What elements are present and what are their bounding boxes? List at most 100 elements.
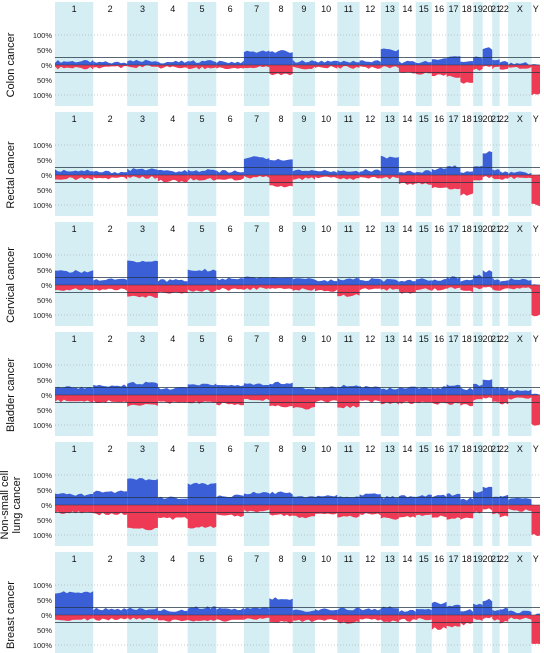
gain-area-chr7 bbox=[243, 607, 270, 615]
loss-area-chr10 bbox=[315, 65, 338, 69]
gain-area-chrX bbox=[508, 610, 532, 615]
gain-area-chrX bbox=[508, 171, 532, 175]
chromosome-label-6: 6 bbox=[228, 114, 233, 124]
gain-area-chr4 bbox=[157, 496, 188, 505]
chromosome-label-20: 20 bbox=[482, 114, 492, 124]
panel-title: lung cancer bbox=[11, 476, 23, 533]
chromosome-label-X: X bbox=[517, 444, 523, 454]
chromosome-label-11: 11 bbox=[344, 4, 353, 14]
gain-area-chr5 bbox=[187, 268, 217, 285]
loss-area-chr20 bbox=[482, 65, 493, 67]
y-tick-label: 100% bbox=[33, 31, 53, 40]
loss-area-chrX bbox=[508, 505, 532, 512]
loss-area-chr1 bbox=[55, 285, 94, 291]
chromosome-label-19: 19 bbox=[473, 444, 483, 454]
chromosome-label-1: 1 bbox=[72, 4, 77, 14]
loss-area-chr8 bbox=[269, 395, 293, 408]
gain-area-chr10 bbox=[315, 494, 338, 505]
chromosome-band-15 bbox=[415, 222, 432, 326]
chromosome-label-3: 3 bbox=[140, 224, 145, 234]
loss-area-chr19 bbox=[473, 175, 483, 181]
loss-area-chr16 bbox=[431, 505, 447, 518]
chromosome-label-13: 13 bbox=[385, 334, 395, 344]
loss-area-chr12 bbox=[359, 285, 381, 291]
gain-area-chr10 bbox=[315, 60, 338, 65]
panel-title: Colon cancer bbox=[5, 32, 17, 97]
loss-area-chr16 bbox=[431, 65, 447, 77]
chromosome-label-10: 10 bbox=[321, 554, 331, 564]
gain-area-chr17 bbox=[446, 276, 461, 285]
chromosome-label-9: 9 bbox=[301, 114, 306, 124]
chromosome-label-18: 18 bbox=[462, 114, 472, 124]
gain-area-chr3 bbox=[127, 59, 158, 65]
chromosome-band-1 bbox=[55, 332, 94, 436]
gain-area-chr18 bbox=[460, 61, 474, 65]
chromosome-label-22: 22 bbox=[499, 554, 509, 564]
chromosome-label-5: 5 bbox=[199, 114, 204, 124]
loss-area-chr19 bbox=[473, 285, 483, 290]
loss-area-chr21 bbox=[492, 65, 500, 70]
loss-area-chr16 bbox=[431, 285, 447, 291]
chromosome-label-10: 10 bbox=[321, 334, 331, 344]
chromosome-label-4: 4 bbox=[170, 4, 175, 14]
loss-area-chr10 bbox=[315, 175, 338, 179]
loss-area-chr2 bbox=[93, 615, 128, 621]
chromosome-label-18: 18 bbox=[462, 334, 472, 344]
loss-area-chr3 bbox=[127, 285, 158, 298]
chromosome-label-16: 16 bbox=[434, 224, 444, 234]
loss-area-chr15 bbox=[415, 395, 432, 404]
loss-area-chr2 bbox=[93, 285, 128, 291]
chromosome-label-1: 1 bbox=[72, 334, 77, 344]
chromosome-band-X bbox=[508, 442, 532, 546]
gain-area-chr1 bbox=[55, 59, 94, 65]
chromosome-label-9: 9 bbox=[301, 224, 306, 234]
chromosome-label-13: 13 bbox=[385, 4, 395, 14]
gain-area-chrY bbox=[531, 613, 540, 615]
loss-area-chr6 bbox=[216, 65, 244, 69]
y-tick-label: 50% bbox=[37, 596, 52, 605]
chromosome-label-10: 10 bbox=[321, 444, 331, 454]
loss-area-chr10 bbox=[315, 505, 338, 515]
y-tick-label: 50% bbox=[37, 406, 52, 415]
gain-area-chr6 bbox=[216, 384, 244, 395]
loss-area-chr2 bbox=[93, 65, 128, 69]
chromosome-label-12: 12 bbox=[365, 4, 375, 14]
loss-area-chr6 bbox=[216, 175, 244, 181]
gain-area-chr2 bbox=[93, 278, 128, 285]
chromosome-band-19 bbox=[473, 112, 483, 216]
chromosome-label-13: 13 bbox=[385, 114, 395, 124]
chromosome-label-9: 9 bbox=[301, 444, 306, 454]
gain-area-chr19 bbox=[473, 383, 483, 395]
chromosome-label-1: 1 bbox=[72, 444, 77, 454]
chromosome-label-16: 16 bbox=[434, 334, 444, 344]
gain-area-chr16 bbox=[431, 601, 447, 615]
chromosome-band-1 bbox=[55, 112, 94, 216]
chromosome-label-20: 20 bbox=[482, 4, 492, 14]
loss-area-chr12 bbox=[359, 505, 381, 516]
chromosome-label-6: 6 bbox=[228, 444, 233, 454]
loss-area-chr7 bbox=[243, 285, 270, 291]
gain-area-chr17 bbox=[446, 56, 461, 65]
loss-area-chrX bbox=[508, 615, 532, 620]
gain-area-chr10 bbox=[315, 608, 338, 615]
gain-area-chr1 bbox=[55, 493, 94, 505]
loss-area-chr15 bbox=[415, 615, 432, 621]
chromosome-label-8: 8 bbox=[279, 114, 284, 124]
chromosome-label-19: 19 bbox=[473, 224, 483, 234]
chromosome-band-17 bbox=[446, 112, 461, 216]
chromosome-label-19: 19 bbox=[473, 4, 483, 14]
loss-area-chr4 bbox=[157, 65, 188, 69]
gain-area-chr16 bbox=[431, 278, 447, 285]
chromosome-label-5: 5 bbox=[199, 224, 204, 234]
chromosome-label-5: 5 bbox=[199, 4, 204, 14]
chromosome-label-2: 2 bbox=[108, 4, 113, 14]
chromosome-label-22: 22 bbox=[499, 114, 509, 124]
loss-area-chr15 bbox=[415, 285, 432, 291]
loss-area-chr8 bbox=[269, 285, 293, 290]
chromosome-band-X bbox=[508, 332, 532, 436]
gain-area-chr11 bbox=[337, 607, 360, 615]
gain-area-chr12 bbox=[359, 278, 381, 285]
loss-area-chr5 bbox=[187, 65, 217, 70]
